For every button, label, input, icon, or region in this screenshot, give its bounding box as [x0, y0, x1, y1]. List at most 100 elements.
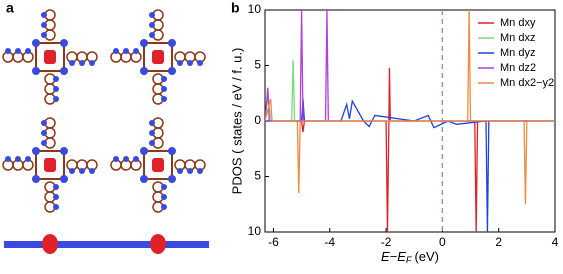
x-tick-label: -2 [381, 235, 392, 249]
orbital-lobe [177, 168, 183, 174]
orbital-lobe [113, 48, 119, 54]
orbital-lobe [161, 194, 167, 200]
x-tick-label: 2 [495, 235, 502, 249]
y-tick-label: 10 [248, 2, 262, 16]
metal-site [150, 234, 166, 254]
orbital-lobe [149, 130, 155, 136]
orbital-lobe [149, 120, 155, 126]
metal-site [152, 158, 164, 172]
orbital-lobe [149, 22, 155, 28]
orbital-lobe [113, 156, 119, 162]
orbital-lobe [41, 32, 47, 38]
x-tick-label: -6 [268, 235, 279, 249]
orbital-lobe [53, 76, 59, 82]
node-ring [35, 42, 65, 72]
orbital-lobe [123, 156, 129, 162]
orbital-lobe [89, 60, 95, 66]
orbital-lobe [168, 175, 176, 183]
orbital-lobe [197, 60, 203, 66]
orbital-lobe [41, 12, 47, 18]
orbital-lobe [140, 175, 148, 183]
y-tick-label: 5 [254, 169, 261, 183]
orbital-lobe [69, 168, 75, 174]
pdos-line [265, 98, 555, 232]
orbital-lobe [168, 147, 176, 155]
x-label-sub: F [406, 255, 412, 265]
orbital-lobe [161, 184, 167, 190]
y-tick-label: 5 [254, 58, 261, 72]
x-axis-label: E−EF (eV) [381, 249, 439, 265]
orbital-lobe [53, 86, 59, 92]
orbital-lobe [25, 48, 31, 54]
orbital-lobe [123, 48, 129, 54]
orbital-lobe [168, 39, 176, 47]
orbital-lobe [161, 86, 167, 92]
orbital-lobe [69, 60, 75, 66]
orbital-lobe [177, 60, 183, 66]
orbital-lobe [53, 204, 59, 210]
orbital-lobe [89, 168, 95, 174]
orbital-lobe [187, 168, 193, 174]
orbital-lobe [60, 67, 68, 75]
node-ring [35, 150, 65, 180]
node-ring [143, 150, 173, 180]
orbital-lobe [32, 175, 40, 183]
orbital-lobe [149, 140, 155, 146]
orbital-lobe [79, 168, 85, 174]
pdos-line [265, 10, 555, 122]
legend-label: Mn dyz [500, 47, 535, 59]
legend-label: Mn dxy [500, 17, 536, 29]
orbital-lobe [25, 156, 31, 162]
legend-label: Mn dz2 [500, 62, 536, 74]
x-label-main: E−E [381, 249, 406, 264]
orbital-lobe [79, 60, 85, 66]
orbital-lobe [140, 39, 148, 47]
orbital-lobe [41, 130, 47, 136]
legend-label: Mn dx2−y2 [500, 77, 554, 89]
orbital-lobe [60, 39, 68, 47]
orbital-lobe [133, 48, 139, 54]
orbital-lobe [133, 156, 139, 162]
metal-site [152, 50, 164, 64]
orbital-lobe [60, 175, 68, 183]
metal-site [44, 50, 56, 64]
orbital-lobe [15, 48, 21, 54]
y-tick-label: 10 [248, 224, 262, 238]
x-tick-label: 4 [552, 235, 559, 249]
pdos-line [265, 67, 555, 232]
panel-label: a [6, 0, 14, 16]
pdos-line [265, 10, 555, 205]
orbital-lobe [5, 156, 11, 162]
orbital-lobe [161, 76, 167, 82]
panel-label: b [231, 0, 240, 16]
side-view-chain [4, 241, 209, 248]
metal-site [42, 234, 58, 254]
metal-site [44, 158, 56, 172]
orbital-lobe [60, 147, 68, 155]
orbital-lobe [53, 96, 59, 102]
orbital-lobe [53, 194, 59, 200]
orbital-lobe [32, 39, 40, 47]
orbital-lobe [41, 120, 47, 126]
x-label-unit: (eV) [414, 249, 439, 264]
orbital-lobe [5, 48, 11, 54]
orbital-lobe [41, 140, 47, 146]
legend-label: Mn dxz [500, 32, 535, 44]
orbital-lobe [32, 67, 40, 75]
structure-image [2, 9, 209, 254]
orbital-lobe [53, 184, 59, 190]
orbital-lobe [149, 32, 155, 38]
orbital-lobe [161, 204, 167, 210]
orbital-lobe [149, 12, 155, 18]
orbital-lobe [197, 168, 203, 174]
orbital-lobe [168, 67, 176, 75]
orbital-lobe [140, 147, 148, 155]
orbital-lobe [187, 60, 193, 66]
y-tick-label: 0 [254, 113, 261, 127]
orbital-lobe [140, 67, 148, 75]
orbital-lobe [161, 96, 167, 102]
y-axis-label: PDOS ( states / eV / f. u.) [229, 48, 244, 195]
node-ring [143, 42, 173, 72]
orbital-lobe [32, 147, 40, 155]
